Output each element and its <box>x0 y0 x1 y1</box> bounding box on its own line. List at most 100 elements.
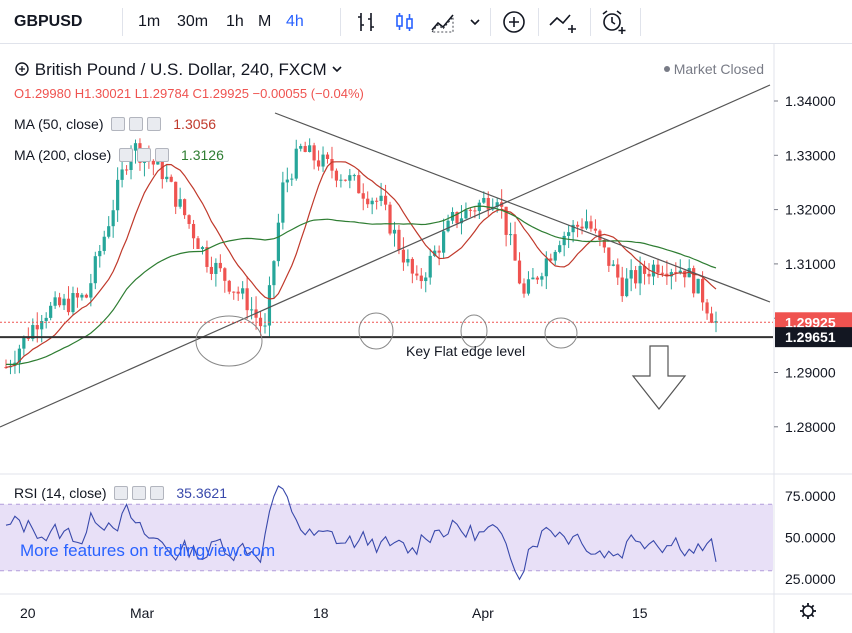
interval-4h[interactable]: 4h <box>286 13 304 30</box>
candle-body <box>692 268 696 294</box>
time-tick-label: Mar <box>130 605 154 621</box>
candle-body <box>151 160 155 165</box>
candle-body <box>620 277 624 297</box>
candle-body <box>249 309 254 311</box>
symbol-search[interactable]: GBPUSD <box>14 13 83 30</box>
candle-body <box>102 236 106 251</box>
settings-gear-icon[interactable] <box>800 603 816 619</box>
candle-body <box>111 210 115 227</box>
rsi-tick-label: 75.0000 <box>785 488 836 504</box>
market-status-text: Market Closed <box>673 61 764 77</box>
candle-body <box>75 293 80 298</box>
eye-icon[interactable] <box>111 117 126 131</box>
alarm-clock-icon[interactable] <box>599 8 629 36</box>
candle-body <box>401 249 406 263</box>
rsi-tick-label: 50.0000 <box>785 530 836 546</box>
candle-body <box>44 317 48 322</box>
candle-body <box>678 270 682 274</box>
candle-body <box>517 260 522 284</box>
candle-body <box>522 283 526 294</box>
candle-body <box>223 268 227 281</box>
price-tick-label: 1.28000 <box>785 419 836 435</box>
candle-body <box>294 148 298 179</box>
time-tick-label: 15 <box>632 605 648 621</box>
candle-body <box>89 283 93 298</box>
ma200-line <box>6 205 717 365</box>
add-indicator-icon[interactable] <box>501 9 527 35</box>
candle-body <box>584 221 589 229</box>
rsi-tick-label: 25.0000 <box>785 571 836 587</box>
candle-body <box>357 175 361 194</box>
candle-body <box>339 179 343 181</box>
bar-chart-type-icon[interactable] <box>355 10 379 34</box>
candle-body <box>415 273 419 276</box>
candle-body <box>513 234 517 261</box>
candle-body <box>455 212 459 224</box>
chevron-down-icon[interactable] <box>331 63 343 75</box>
close-icon[interactable] <box>150 486 165 500</box>
area-chart-type-icon[interactable] <box>430 10 456 34</box>
chart-canvas[interactable]: 1.340001.330001.320001.310001.300001.290… <box>0 44 852 633</box>
interval-1m[interactable]: 1m <box>138 13 161 30</box>
candle-body <box>93 256 97 284</box>
candle-body <box>35 325 39 330</box>
candle-body <box>428 255 432 278</box>
candle-body <box>57 297 62 306</box>
gear-ring <box>802 605 814 617</box>
eye-icon[interactable] <box>119 148 134 162</box>
candle-body <box>701 278 705 303</box>
candle-body <box>397 229 401 250</box>
candle-body <box>40 321 44 330</box>
candle-body <box>410 258 414 274</box>
candle-body <box>495 202 499 207</box>
candle-body <box>482 197 486 203</box>
candle-body <box>169 176 173 182</box>
candle-body <box>442 231 446 253</box>
close-icon[interactable] <box>147 117 162 131</box>
down-arrow-icon <box>631 345 687 410</box>
gear-icon[interactable] <box>132 486 147 500</box>
candle-body <box>178 199 182 207</box>
ma200-label: MA (200, close) <box>14 147 112 163</box>
close-icon[interactable] <box>155 148 170 162</box>
candle-body <box>267 285 272 326</box>
candle-body <box>303 146 307 152</box>
market-status: Market Closed <box>663 61 764 77</box>
gear-icon[interactable] <box>137 148 152 162</box>
gear-icon[interactable] <box>129 117 144 131</box>
candle-body <box>392 229 397 234</box>
candle-body <box>120 169 124 180</box>
candle-body <box>424 277 428 282</box>
candle-body <box>308 145 312 152</box>
rising-trendline <box>0 84 771 428</box>
eye-icon[interactable] <box>14 61 30 77</box>
interval-month[interactable]: M <box>258 13 272 30</box>
gear-tooth <box>810 613 815 618</box>
candle-body <box>553 251 557 261</box>
toolbar-separator <box>590 8 591 36</box>
candle-body <box>200 247 205 249</box>
candle-body <box>343 179 347 181</box>
candle-body <box>473 210 477 212</box>
candle-body <box>709 313 714 323</box>
chevron-down-icon[interactable] <box>468 15 482 29</box>
toolbar-separator <box>640 8 641 36</box>
candle-body <box>388 204 392 234</box>
candle-body <box>124 169 129 171</box>
candles-chart-type-icon[interactable] <box>393 10 417 34</box>
candle-body <box>325 154 330 159</box>
candle-body <box>647 273 651 277</box>
interval-1h[interactable]: 1h <box>226 13 244 30</box>
interval-30m[interactable]: 30m <box>177 13 209 30</box>
candle-body <box>656 264 660 273</box>
candle-body <box>508 234 513 236</box>
compare-icon[interactable] <box>548 9 580 35</box>
tradingview-watermark[interactable]: More features on tradingview.com <box>20 541 276 560</box>
candle-body <box>84 294 88 298</box>
eye-icon[interactable] <box>114 486 129 500</box>
top-toolbar: GBPUSD 1m 30m 1h M 4h <box>0 0 852 44</box>
candle-body <box>62 298 66 306</box>
gear-tooth <box>801 613 806 618</box>
candle-body <box>642 265 647 274</box>
candle-body <box>562 235 566 246</box>
